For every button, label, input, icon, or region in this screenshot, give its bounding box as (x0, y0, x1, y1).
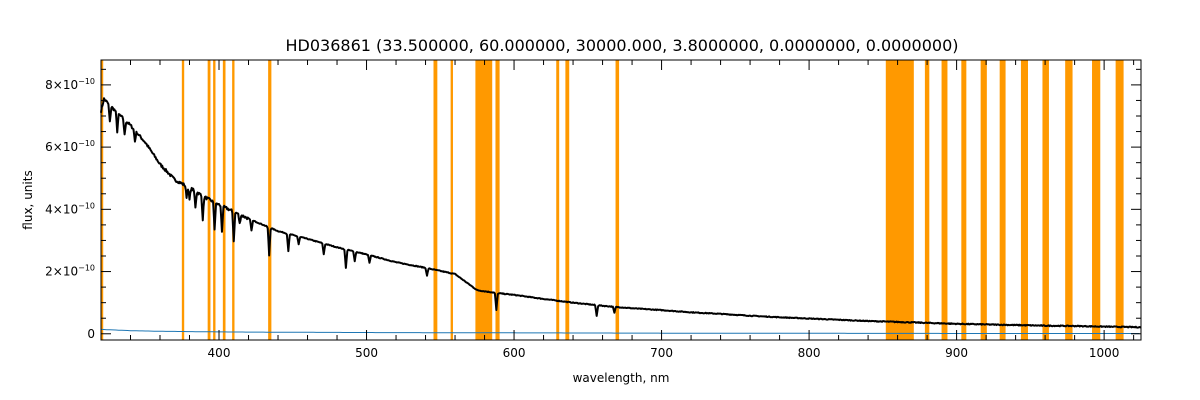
mask-band (207, 60, 211, 340)
mask-band (268, 60, 272, 340)
x-tick-label: 600 (503, 346, 526, 360)
mask-band (885, 60, 914, 340)
mask-band (1020, 60, 1029, 340)
error-series (100, 328, 1140, 334)
mask-band (232, 60, 235, 340)
mask-band (213, 60, 216, 340)
mask-band (1065, 60, 1073, 340)
y-tick-label: 6×10−10 (45, 139, 95, 154)
mask-band (556, 60, 560, 340)
mask-band (181, 60, 185, 340)
mask-bands (101, 60, 1124, 340)
flux-series (100, 97, 1142, 329)
y-tick-label: 2×10−10 (45, 264, 95, 279)
y-tick-label: 4×10−10 (45, 201, 95, 216)
mask-band (1092, 60, 1101, 340)
mask-band (924, 60, 930, 340)
mask-band (222, 60, 226, 340)
x-tick-label: 900 (945, 346, 968, 360)
mask-band (475, 60, 493, 340)
error-line (100, 328, 1140, 334)
mask-band (495, 60, 500, 340)
x-axis-label: wavelength, nm (573, 371, 670, 385)
mask-band (980, 60, 987, 340)
x-tick-label: 700 (650, 346, 673, 360)
chart-title: HD036861 (33.500000, 60.000000, 30000.00… (286, 36, 959, 55)
mask-band (1115, 60, 1124, 340)
mask-band (1042, 60, 1049, 340)
mask-band (433, 60, 438, 340)
x-tick-label: 400 (208, 346, 231, 360)
y-tick-label: 0 (87, 327, 95, 341)
plot-frame (100, 59, 1142, 341)
mask-band (941, 60, 948, 340)
x-tick-label: 800 (798, 346, 821, 360)
mask-band (615, 60, 620, 340)
x-axis: 400 500 600 700 800 900 1000 (100, 60, 1135, 360)
x-tick-label: 1000 (1089, 346, 1120, 360)
mask-band (101, 60, 104, 340)
y-tick-label: 8×10−10 (45, 77, 95, 92)
mask-band (565, 60, 570, 340)
x-tick-label: 500 (355, 346, 378, 360)
mask-band (999, 60, 1006, 340)
mask-band (961, 60, 967, 340)
flux-line (100, 97, 1142, 329)
y-axis-label: flux, units (21, 170, 35, 229)
mask-band (450, 60, 453, 340)
